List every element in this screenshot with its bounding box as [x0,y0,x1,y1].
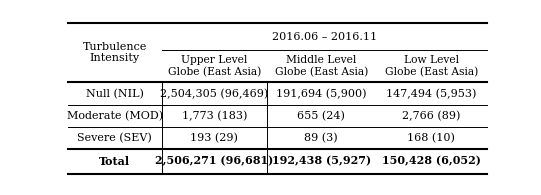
Text: 192,438 (5,927): 192,438 (5,927) [272,156,371,167]
Text: 193 (29): 193 (29) [190,133,238,143]
Text: Moderate (MOD): Moderate (MOD) [67,111,163,121]
Text: Total: Total [99,156,130,167]
Text: 2,506,271 (96,681): 2,506,271 (96,681) [155,156,274,167]
Text: 89 (3): 89 (3) [305,133,338,143]
Text: 168 (10): 168 (10) [407,133,456,143]
Text: 2016.06 – 2016.11: 2016.06 – 2016.11 [272,32,377,42]
Text: 2,766 (89): 2,766 (89) [402,111,460,121]
Text: 191,694 (5,900): 191,694 (5,900) [276,88,367,99]
Text: 2,504,305 (96,469): 2,504,305 (96,469) [160,88,268,99]
Text: Low Level
Globe (East Asia): Low Level Globe (East Asia) [385,55,478,77]
Text: 147,494 (5,953): 147,494 (5,953) [386,88,477,99]
Text: Severe (SEV): Severe (SEV) [77,133,152,143]
Text: 655 (24): 655 (24) [298,111,345,121]
Text: Middle Level
Globe (East Asia): Middle Level Globe (East Asia) [275,55,368,77]
Text: Null (NIL): Null (NIL) [86,89,144,99]
Text: 1,773 (183): 1,773 (183) [182,111,247,121]
Text: 150,428 (6,052): 150,428 (6,052) [382,156,481,167]
Text: Upper Level
Globe (East Asia): Upper Level Globe (East Asia) [168,55,261,77]
Text: Turbulence
Intensity: Turbulence Intensity [83,42,147,64]
